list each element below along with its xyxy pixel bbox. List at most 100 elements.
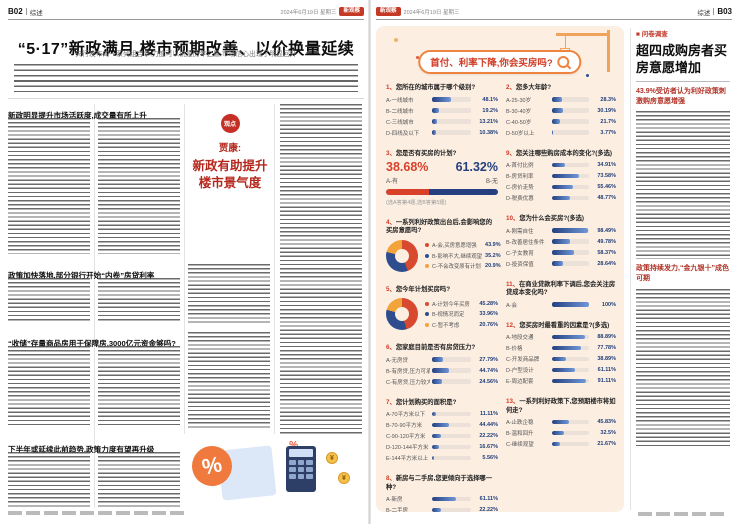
survey-option: A-70平方米以下 11.11%	[386, 410, 498, 418]
option-label: A-新房	[386, 497, 403, 503]
bar-track	[432, 455, 471, 461]
question-title: 4、一系列利好政策出台后,会影响您的买房意愿吗?	[386, 219, 498, 236]
bar-fill	[552, 430, 565, 436]
option-value: 77.78%	[597, 345, 616, 351]
page-fold	[368, 0, 371, 524]
stat-a-label: A-有	[386, 178, 399, 185]
question-text: 您计划购买的面积是?	[395, 398, 457, 406]
body-text-placeholder	[280, 104, 362, 434]
quote-speaker: 贾康:	[218, 143, 242, 154]
option-label: A-首付比例	[506, 163, 534, 169]
option-label: A-无房贷	[386, 357, 409, 364]
stat-seg-a	[386, 188, 430, 195]
question-title: 3、您是否有买房的计划?	[386, 150, 498, 159]
article-subhead-1: 43.9%受访者认为利好政策刺激购房意愿增强	[636, 87, 726, 105]
option-label: C-有房贷,压力较大	[386, 379, 430, 386]
option-value: 61.11%	[597, 367, 616, 373]
bar-track	[552, 261, 589, 266]
bar-fill	[552, 250, 574, 255]
legend-dot	[425, 264, 429, 268]
bigstat: 38.68% A-有 61.32% B-无	[386, 161, 498, 185]
body-text-placeholder	[8, 346, 90, 428]
survey-option: C-房价走势 55.46%	[506, 183, 616, 191]
page-b02: B02 综述 2024年6月19日 星期三 新观察 “5·17”新政满月,楼市预…	[8, 6, 364, 518]
column-rule	[184, 104, 185, 434]
bar-track	[552, 239, 589, 244]
bar-track	[552, 130, 589, 135]
page-b03: 新观察 2024年6月19日 星期三 综述 B03 首付、利率下降,你会买房吗?	[376, 6, 732, 518]
coin-icon: ¥	[326, 452, 338, 464]
legend-label: C-暂不考虑	[432, 322, 460, 329]
option-value: 32.5%	[600, 430, 616, 436]
body-text-placeholder	[98, 278, 180, 322]
option-label: C-40-50岁	[506, 119, 532, 126]
coin-icon: ¥	[338, 472, 350, 484]
bar-fill	[432, 119, 438, 124]
option-value: 44.44%	[479, 422, 498, 428]
option-value: 100%	[601, 301, 616, 308]
page-id-right: 综述 B03	[697, 7, 732, 17]
option-value: 5.56%	[482, 455, 498, 461]
stat-b-label: B-无	[485, 178, 498, 185]
question-title: 12、您买房时最看重的因素是?(多选)	[506, 322, 616, 331]
bar-track	[552, 356, 589, 362]
masthead-badge: 新观察	[339, 7, 364, 16]
calculator-screen	[289, 449, 313, 457]
question-text: 您为什么会买房?(多选)	[519, 215, 585, 222]
question-number: 12、	[506, 321, 520, 329]
bar-track	[432, 411, 471, 417]
legend-label: A-会,买房意愿增强	[432, 243, 477, 249]
bar-fill	[432, 496, 456, 502]
question-number: 8、	[386, 475, 396, 482]
bar-track	[552, 345, 589, 351]
article-subhead-2: 政策持续发力,“金九银十”成色可期	[636, 265, 729, 283]
bar-track	[432, 496, 471, 502]
page-id-left: B02 综述	[8, 7, 43, 17]
bar-track	[552, 378, 589, 384]
legend-item: C-不会改变原有计划 20.9%	[425, 262, 501, 270]
bar-fill	[432, 357, 443, 362]
credits-placeholder	[8, 511, 188, 515]
body-text-placeholder	[8, 118, 90, 254]
option-label: B-价格	[506, 346, 523, 352]
date-text: 2024年6月19日 星期三	[280, 9, 337, 16]
legend-label: A-计划今年买房	[432, 301, 470, 308]
option-value: 34.91%	[597, 162, 616, 168]
survey-question: 5、您今年计划买房吗? A-计划今年买房 45.28% B-视情况而定 33.96% C-…	[386, 286, 498, 332]
calculator-keys	[289, 460, 313, 479]
donut-chart: A-会,买房意愿增强 43.9% B-影响不大,继续观望 35.2% C-不会改变原有计…	[386, 239, 501, 273]
bar-track	[432, 97, 471, 102]
option-label: D-120-144平方米	[386, 445, 429, 451]
stat-a-block: 38.68% A-有	[386, 161, 428, 185]
section-name: 综述	[29, 9, 43, 17]
bar-track	[552, 441, 589, 447]
survey-question: 2、您多大年龄? A-25-30岁 28.3% B-30-40岁 30.19% C-40-…	[506, 84, 616, 137]
bar-track	[552, 108, 589, 113]
option-label: A-一线城市	[386, 97, 414, 104]
pull-quote: 观点 贾康: 新政有助提升楼市景气度	[188, 110, 272, 262]
survey-option: E-周边配套 91.11%	[506, 377, 616, 385]
survey-option: B-温和回升 32.5%	[506, 429, 616, 437]
option-value: 55.46%	[597, 184, 616, 190]
option-label: C-开发商品牌	[506, 357, 540, 363]
body-text-placeholder	[188, 264, 270, 324]
survey-option: A-地段交通 88.89%	[506, 333, 616, 341]
survey-option: D-投资保值 28.64%	[506, 260, 616, 268]
bar-fill	[552, 228, 589, 233]
option-value: 21.7%	[600, 118, 616, 125]
bar-track	[552, 184, 589, 190]
survey-option: D-四线及以下 10.38%	[386, 129, 498, 137]
question-number: 11、	[506, 280, 519, 288]
confetti-dot	[586, 74, 589, 77]
body-text-placeholder	[98, 452, 180, 508]
page-number: B02	[8, 7, 23, 16]
option-label: A-会	[506, 302, 518, 309]
bar-fill	[552, 97, 563, 102]
bar-fill	[552, 356, 567, 362]
question-text: 新房与二手房,您更倾向于选择哪一种?	[386, 475, 493, 491]
stat-stackbar	[386, 188, 498, 195]
question-text: 您关注哪些购房成本的变化?(多选)	[515, 149, 613, 157]
question-title: 5、您今年计划买房吗?	[386, 286, 498, 295]
legend-item: B-影响不大,继续观望 35.2%	[425, 252, 501, 260]
survey-option: A-新房 61.11%	[386, 495, 498, 503]
